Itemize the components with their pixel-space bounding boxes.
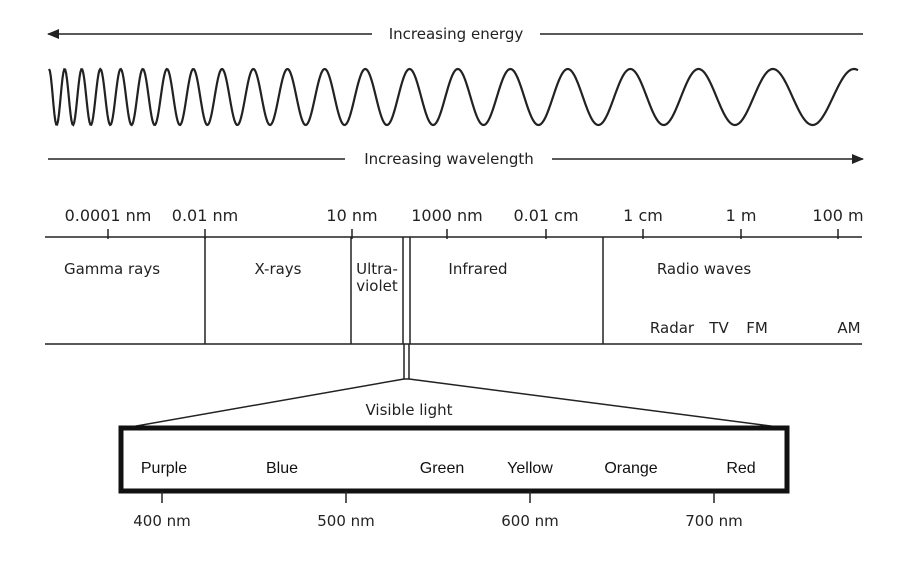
color-orange: Orange [604,460,657,477]
region-infrared: Infrared [448,260,507,278]
scale-tick-label: 0.0001 nm [65,206,152,225]
visible-expand-right [408,378,787,429]
wave-curve [48,67,859,127]
radio-subband-fm: FM [746,319,768,337]
visible-expand-left [124,378,405,429]
color-purple: Purple [141,460,187,477]
region-radio-waves: Radio waves [657,260,751,278]
region-gamma-rays: Gamma rays [64,260,160,278]
color-blue: Blue [266,460,298,477]
scale-tick-label: 10 nm [326,206,377,225]
scale-tick-label: 1000 nm [411,206,483,225]
scale-tick-label: 1 cm [623,206,663,225]
radio-subband-am: AM [837,319,860,337]
color-green: Green [420,460,464,477]
scale-tick-label: 0.01 cm [513,206,578,225]
region-x-rays: X-rays [255,260,302,278]
visible-scale-ticks [161,491,715,503]
energy-label: Increasing energy [389,25,524,43]
region-ultraviolet-line2: violet [356,277,398,295]
visible-scale-label: 600 nm [501,512,559,530]
scale-tick-label: 1 m [726,206,757,225]
visible-scale-label: 400 nm [133,512,191,530]
visible-light-box [118,425,790,494]
visible-scale-label: 500 nm [317,512,375,530]
radio-subband-tv: TV [708,319,729,337]
scale-tick-marks [107,229,839,239]
scale-tick-labels: 0.0001 nm 0.01 nm 10 nm 1000 nm 0.01 cm … [65,206,864,225]
visible-scale-label: 700 nm [685,512,743,530]
color-red: Red [726,460,755,477]
scale-tick-label: 0.01 nm [172,206,238,225]
visible-light-label: Visible light [365,401,452,419]
radio-subband-radar: Radar [650,319,695,337]
color-yellow: Yellow [507,460,553,477]
region-ultraviolet-line1: Ultra- [356,260,398,278]
wavelength-label: Increasing wavelength [364,150,534,168]
scale-tick-label: 100 m [812,206,863,225]
